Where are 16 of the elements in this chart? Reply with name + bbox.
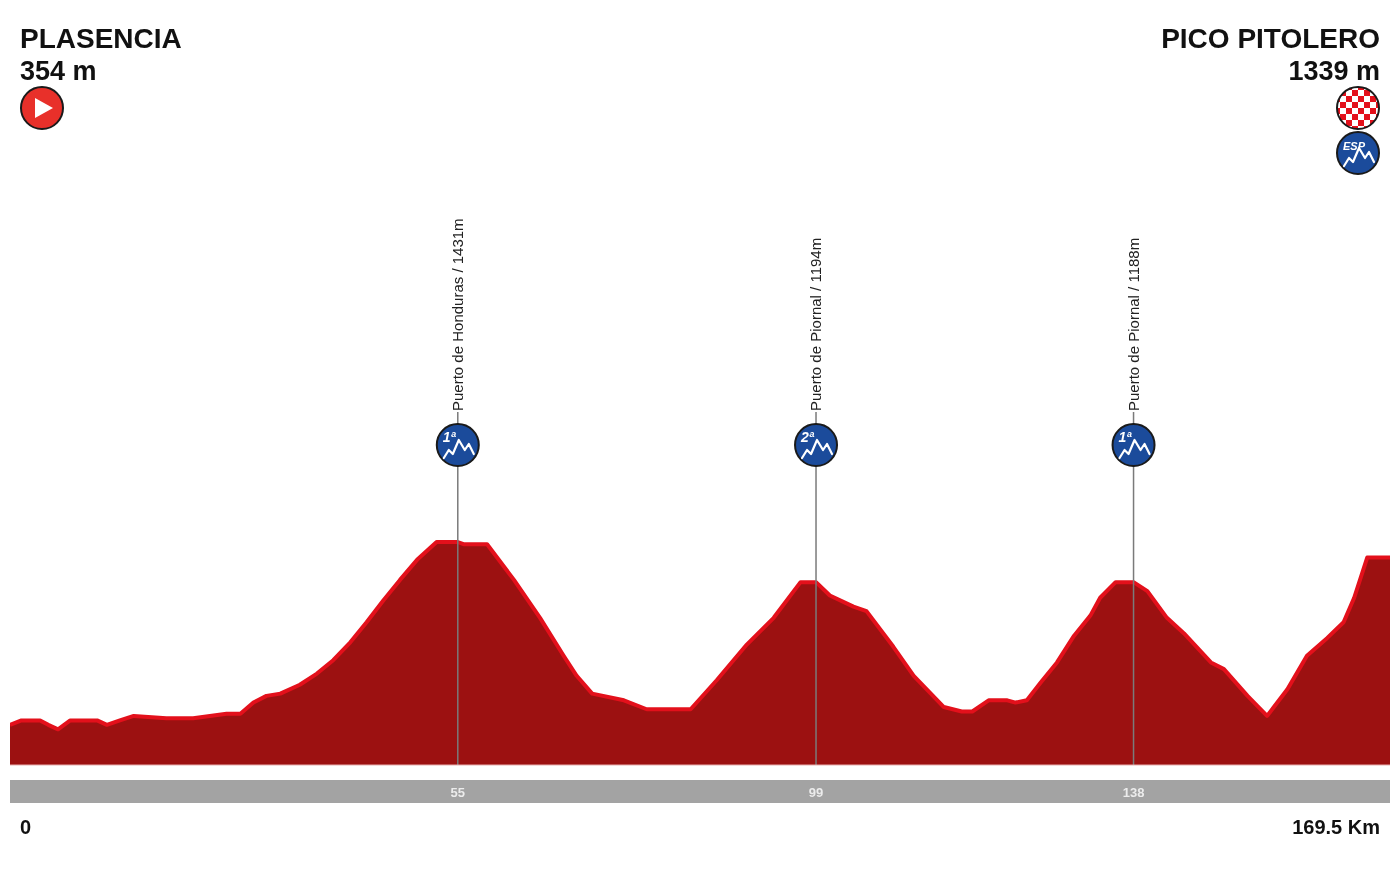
ref-line-label: Puerto de Piornal / 1188m <box>1124 237 1142 411</box>
text: PICO PITOLERO <box>1161 23 1380 54</box>
ref-line-label: Puerto de Honduras / 1431m <box>448 218 466 411</box>
text: 354 m <box>20 56 97 86</box>
x-tick-label: 138 <box>1122 785 1145 800</box>
ref-line-label: Puerto de Piornal / 1194m <box>807 237 825 411</box>
text: 1ª <box>442 429 457 445</box>
text: 1ª <box>1118 429 1133 445</box>
text: 0 <box>20 816 32 838</box>
text: 169.5 Km <box>1292 816 1380 838</box>
text: PLASENCIA <box>20 23 182 54</box>
text: 1339 m <box>1288 56 1380 86</box>
x-tick-label: 55 <box>450 785 466 800</box>
text: 2ª <box>800 429 815 445</box>
text: ESP <box>1343 140 1366 152</box>
x-tick-label: 99 <box>808 785 824 800</box>
